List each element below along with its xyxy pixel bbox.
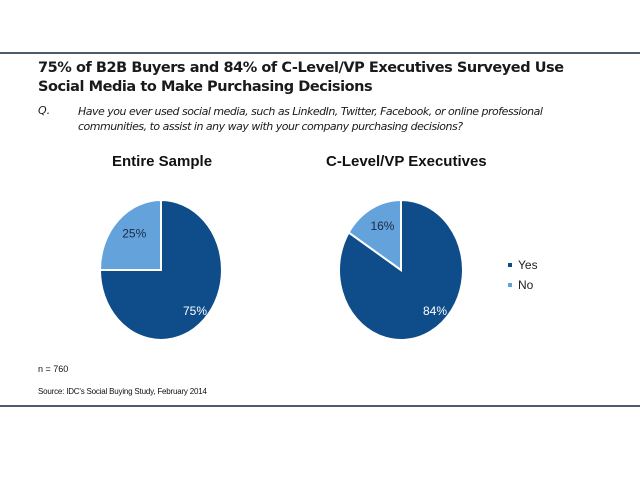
question-label: Q. xyxy=(38,104,51,117)
survey-question: Have you ever used social media, such as… xyxy=(78,104,618,134)
legend-label-yes: Yes xyxy=(518,258,538,272)
pie-1-slice-no xyxy=(347,198,402,272)
pie-1-label-yes: 84% xyxy=(423,304,447,318)
source-note: Source: IDC's Social Buying Study, Febru… xyxy=(38,387,207,396)
question-line-2: communities, to assist in any way with y… xyxy=(78,120,463,133)
legend: Yes No xyxy=(508,255,538,295)
top-rule xyxy=(0,52,640,54)
pie-1-label-no: 16% xyxy=(370,219,394,233)
legend-label-no: No xyxy=(518,278,534,292)
sample-size-note: n = 760 xyxy=(38,364,69,374)
pie-0-label-yes: 75% xyxy=(183,304,207,318)
title-line-1: 75% of B2B Buyers and 84% of C-Level/VP … xyxy=(38,60,564,76)
legend-item-yes: Yes xyxy=(508,255,538,275)
pie-0-label-no: 25% xyxy=(122,226,146,240)
legend-swatch-no xyxy=(508,283,512,287)
legend-item-no: No xyxy=(508,275,538,295)
legend-swatch-yes xyxy=(508,263,512,267)
title-line-2: Social Media to Make Purchasing Decision… xyxy=(38,79,373,95)
chart-title-c-level: C-Level/VP Executives xyxy=(326,153,487,170)
page-title: 75% of B2B Buyers and 84% of C-Level/VP … xyxy=(38,59,598,97)
bottom-rule xyxy=(0,405,640,407)
question-line-1: Have you ever used social media, such as… xyxy=(78,105,543,118)
chart-title-entire-sample: Entire Sample xyxy=(112,153,213,170)
pie-0-slice-no xyxy=(98,198,162,271)
